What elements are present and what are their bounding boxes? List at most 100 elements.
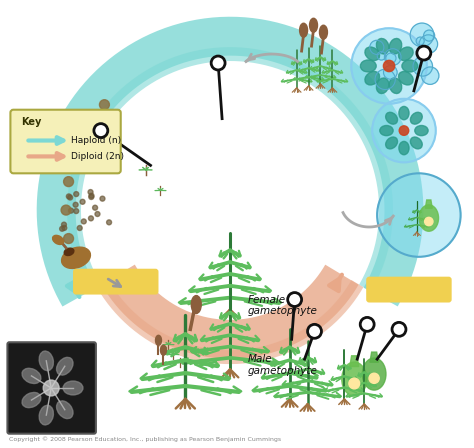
Circle shape xyxy=(377,52,386,60)
Circle shape xyxy=(69,208,73,213)
Circle shape xyxy=(81,219,86,224)
Circle shape xyxy=(377,173,461,257)
Ellipse shape xyxy=(300,23,308,37)
Ellipse shape xyxy=(389,39,402,54)
Ellipse shape xyxy=(310,18,318,32)
Circle shape xyxy=(64,233,73,244)
Ellipse shape xyxy=(399,71,413,85)
Ellipse shape xyxy=(415,125,428,136)
Circle shape xyxy=(62,222,66,227)
Circle shape xyxy=(77,225,82,230)
Circle shape xyxy=(88,190,93,194)
Ellipse shape xyxy=(362,358,386,390)
Circle shape xyxy=(66,194,71,199)
Ellipse shape xyxy=(376,39,389,54)
Polygon shape xyxy=(425,200,432,208)
Circle shape xyxy=(375,69,395,90)
Ellipse shape xyxy=(399,107,409,120)
Ellipse shape xyxy=(399,47,413,60)
FancyBboxPatch shape xyxy=(73,269,158,294)
Circle shape xyxy=(424,30,435,41)
Circle shape xyxy=(83,123,93,133)
Ellipse shape xyxy=(402,60,418,72)
Circle shape xyxy=(399,126,409,135)
Ellipse shape xyxy=(386,137,398,149)
Circle shape xyxy=(308,324,321,338)
Text: Male
gametophyte: Male gametophyte xyxy=(248,354,318,376)
Ellipse shape xyxy=(410,112,422,124)
FancyBboxPatch shape xyxy=(10,110,121,173)
Circle shape xyxy=(89,216,93,221)
Circle shape xyxy=(386,53,396,63)
Ellipse shape xyxy=(63,381,83,395)
Ellipse shape xyxy=(56,401,73,418)
Circle shape xyxy=(100,196,105,201)
Circle shape xyxy=(89,194,94,199)
Ellipse shape xyxy=(53,235,64,245)
Circle shape xyxy=(425,217,433,226)
Text: Female
gametophyte: Female gametophyte xyxy=(248,294,318,316)
Ellipse shape xyxy=(62,247,91,268)
Ellipse shape xyxy=(319,25,328,39)
Circle shape xyxy=(43,380,59,396)
Ellipse shape xyxy=(386,112,398,124)
Circle shape xyxy=(211,56,225,70)
Circle shape xyxy=(383,65,397,79)
Ellipse shape xyxy=(64,248,74,255)
Text: Diploid (2n): Diploid (2n) xyxy=(71,152,124,161)
Circle shape xyxy=(73,202,78,207)
Circle shape xyxy=(107,220,111,225)
Circle shape xyxy=(288,293,301,306)
Circle shape xyxy=(419,35,438,53)
Polygon shape xyxy=(370,352,378,362)
Ellipse shape xyxy=(22,368,41,383)
Circle shape xyxy=(71,149,81,159)
Text: Copyright © 2008 Pearson Education, Inc., publishing as Pearson Benjamin Cumming: Copyright © 2008 Pearson Education, Inc.… xyxy=(9,436,282,442)
Circle shape xyxy=(392,323,406,336)
Ellipse shape xyxy=(155,335,162,345)
Text: Key: Key xyxy=(21,116,42,127)
Ellipse shape xyxy=(410,137,422,149)
Circle shape xyxy=(384,49,401,65)
Ellipse shape xyxy=(56,358,73,375)
Ellipse shape xyxy=(39,405,54,425)
Ellipse shape xyxy=(365,71,380,85)
Ellipse shape xyxy=(360,60,376,72)
Circle shape xyxy=(383,60,395,72)
Polygon shape xyxy=(350,356,359,366)
Circle shape xyxy=(369,373,379,383)
Circle shape xyxy=(95,211,100,216)
Circle shape xyxy=(100,100,109,110)
Circle shape xyxy=(410,23,434,47)
Circle shape xyxy=(370,40,384,55)
Circle shape xyxy=(62,225,67,230)
Ellipse shape xyxy=(365,47,380,60)
Ellipse shape xyxy=(380,125,393,136)
Circle shape xyxy=(60,226,64,231)
Circle shape xyxy=(74,209,79,214)
Circle shape xyxy=(74,192,79,197)
Circle shape xyxy=(372,99,436,162)
Circle shape xyxy=(80,199,85,204)
Ellipse shape xyxy=(39,351,54,370)
Circle shape xyxy=(416,37,424,45)
Circle shape xyxy=(413,56,433,76)
Ellipse shape xyxy=(419,205,438,231)
Circle shape xyxy=(421,67,439,84)
Circle shape xyxy=(61,205,71,215)
FancyBboxPatch shape xyxy=(8,342,96,434)
Ellipse shape xyxy=(22,392,41,408)
Text: Haploid (n): Haploid (n) xyxy=(71,136,121,145)
Ellipse shape xyxy=(191,296,201,314)
Circle shape xyxy=(351,28,427,104)
Circle shape xyxy=(417,46,431,60)
Circle shape xyxy=(94,124,108,138)
FancyBboxPatch shape xyxy=(366,277,452,302)
Circle shape xyxy=(360,318,374,332)
Circle shape xyxy=(92,205,98,210)
Ellipse shape xyxy=(161,345,166,355)
Circle shape xyxy=(349,378,360,389)
Ellipse shape xyxy=(399,142,409,155)
Ellipse shape xyxy=(389,78,402,94)
Ellipse shape xyxy=(342,362,367,396)
